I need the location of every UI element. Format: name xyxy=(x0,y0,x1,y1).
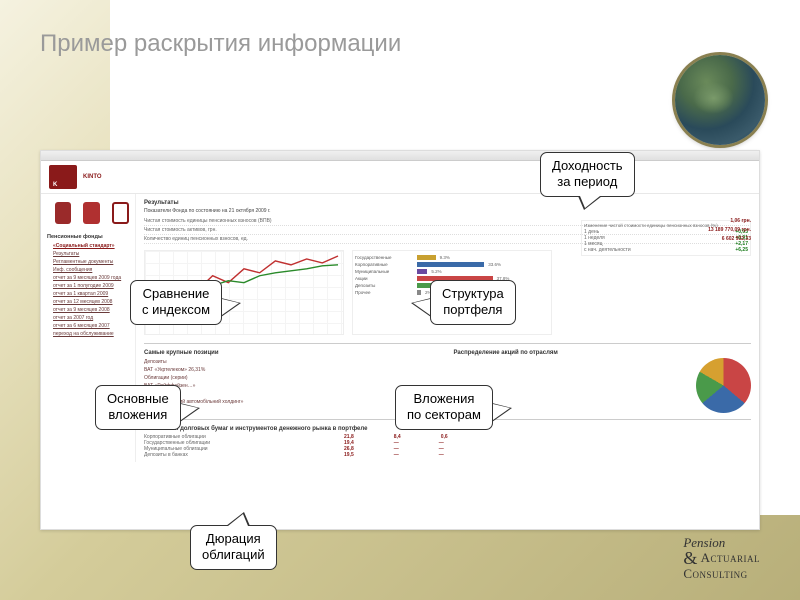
callout-sectors: Вложенияпо секторам xyxy=(395,385,493,430)
footer-logo: Pension & Actuarial Consulting xyxy=(683,536,760,580)
fund-icon xyxy=(112,202,129,224)
holdings-title: Самые крупные позиции xyxy=(144,350,442,356)
callout-compare: Сравнениес индексом xyxy=(130,280,222,325)
sidebar-item[interactable]: отчет за 9 месяцев 2009 года xyxy=(47,274,129,282)
callout-text: Вложенияпо секторам xyxy=(407,391,481,422)
holding-item: Облигации (серии) xyxy=(144,374,442,382)
holding-item: Депозиты xyxy=(144,358,442,366)
brand-label: KINTO xyxy=(83,174,102,180)
portfolio-bar: Корпоративные33.6% xyxy=(355,262,549,267)
fund-type-icons xyxy=(47,198,129,230)
sector-pie-chart xyxy=(696,358,751,413)
callout-holdings: Основныевложения xyxy=(95,385,181,430)
callout-text: Основныевложения xyxy=(107,391,169,422)
sidebar-item[interactable]: Результаты xyxy=(47,250,129,258)
sidebar-item[interactable]: переход на обслуживание xyxy=(47,330,129,338)
sectors-title: Распределение акций по отраслям xyxy=(454,350,752,356)
main-title: Результаты xyxy=(144,200,751,206)
change-row: с нач. деятельности+6,25 xyxy=(584,247,748,253)
slide-title: Пример раскрытия информации xyxy=(40,30,401,58)
fund-icon xyxy=(55,202,71,224)
sidebar-item[interactable]: отчет за 6 месяцев 2007 xyxy=(47,322,129,330)
sidebar-item[interactable]: Инф. сообщения xyxy=(47,266,129,274)
callout-yield: Доходностьза период xyxy=(540,152,635,197)
sidebar-list: «Социальный стандарт»РезультатыРегламент… xyxy=(47,242,129,338)
sidebar-item[interactable]: Регламентные документы xyxy=(47,258,129,266)
callout-duration: Дюрацияоблигаций xyxy=(190,525,277,570)
disclosure-screenshot: KINTO Пенсионные фонды «Социальный станд… xyxy=(40,150,760,530)
portfolio-bar: Государственные9.3% xyxy=(355,255,549,260)
snapshot-label: Показатели Фонда по состоянию на 21 октя… xyxy=(144,208,751,214)
callout-structure: Структурапортфеля xyxy=(430,280,516,325)
holding-item: ВАТ «Укртелеком» 26,31% xyxy=(144,366,442,374)
callout-text: Доходностьза период xyxy=(552,158,623,189)
sidebar-item[interactable]: отчет за 1 квартал 2009 xyxy=(47,290,129,298)
portfolio-bar: Муниципальные5.2% xyxy=(355,269,549,274)
globe-icon xyxy=(675,55,765,145)
sidebar-heading: Пенсионные фонды xyxy=(47,234,129,240)
kinto-logo xyxy=(49,165,77,189)
fund-icon xyxy=(83,202,99,224)
sidebar-item[interactable]: отчет за 9 месяцев 2008 xyxy=(47,306,129,314)
sidebar-item[interactable]: отчет за 2007 год xyxy=(47,314,129,322)
callout-text: Структурапортфеля xyxy=(442,286,504,317)
browser-chrome xyxy=(41,151,759,161)
bond-row: Депозиты в банках19,5—— xyxy=(144,452,751,458)
callout-text: Сравнениес индексом xyxy=(142,286,210,317)
sidebar-item[interactable]: отчет за 1 полугодие 2009 xyxy=(47,282,129,290)
sidebar-item[interactable]: отчет за 12 месяцев 2008 xyxy=(47,298,129,306)
sidebar-item[interactable]: «Социальный стандарт» xyxy=(47,242,129,250)
site-header: KINTO xyxy=(41,161,759,194)
callout-text: Дюрацияоблигаций xyxy=(202,531,265,562)
